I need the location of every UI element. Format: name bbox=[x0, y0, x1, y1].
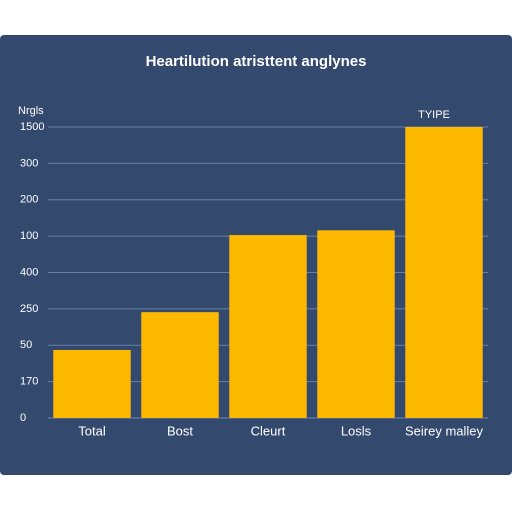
x-tick-label: Bost bbox=[167, 423, 193, 438]
y-tick-label: 1500 bbox=[20, 121, 44, 133]
y-tick-label: 300 bbox=[20, 157, 38, 169]
chart-title: Heartilution atristtent anglynes bbox=[146, 53, 367, 70]
y-tick-label: 400 bbox=[20, 266, 38, 278]
bar bbox=[53, 349, 131, 418]
y-tick-label: 170 bbox=[20, 376, 38, 388]
x-tick-label: Cleurt bbox=[251, 423, 286, 438]
x-tick-label: Losls bbox=[341, 423, 372, 438]
bar bbox=[229, 235, 307, 418]
bar bbox=[317, 230, 395, 418]
x-tick-label: Seirey malley bbox=[405, 423, 484, 438]
annotation: TYIPE bbox=[418, 109, 450, 121]
y-axis-label: Nrgls bbox=[18, 105, 44, 117]
bar bbox=[405, 127, 483, 418]
y-tick-label: 0 bbox=[20, 412, 26, 424]
y-tick-label: 100 bbox=[20, 230, 38, 242]
y-tick-label: 250 bbox=[20, 303, 38, 315]
bar bbox=[141, 312, 219, 418]
x-tick-label: Total bbox=[78, 423, 106, 438]
y-tick-label: 50 bbox=[20, 339, 32, 351]
y-tick-label: 200 bbox=[20, 194, 38, 206]
